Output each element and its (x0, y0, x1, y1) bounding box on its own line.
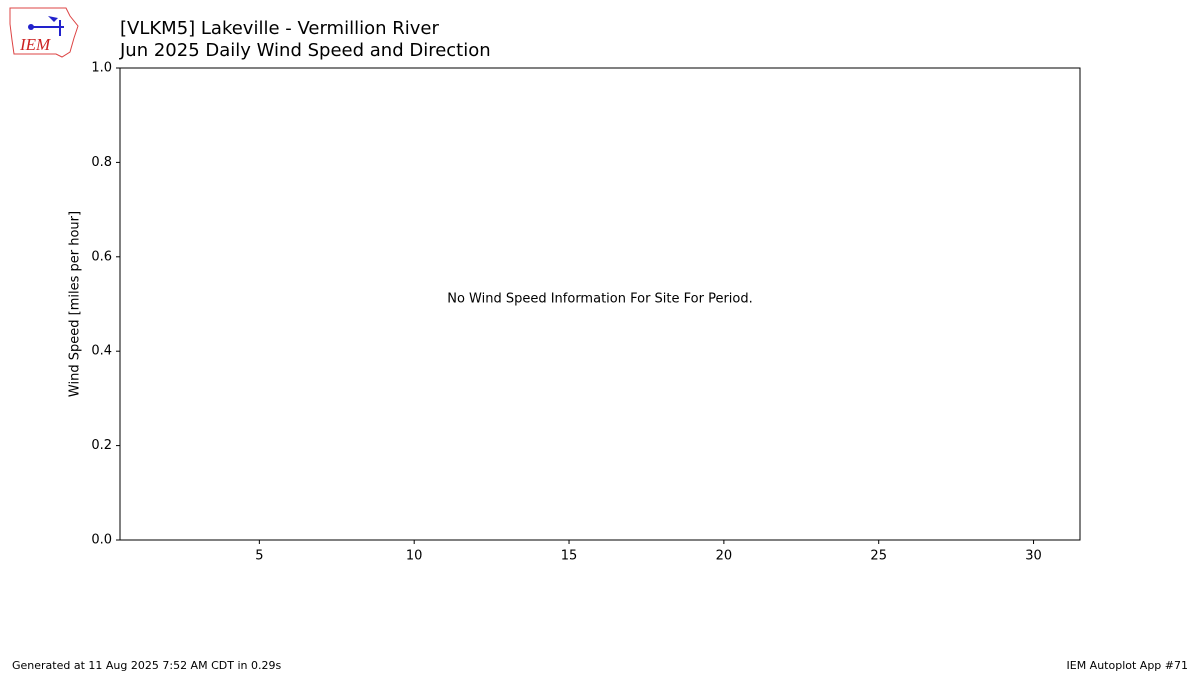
plot-frame (119, 67, 1081, 541)
x-tick-label: 10 (406, 549, 423, 564)
y-tick-label: 0.6 (91, 249, 112, 264)
x-tick-label: 5 (255, 549, 263, 564)
footer-left: Generated at 11 Aug 2025 7:52 AM CDT in … (12, 659, 281, 672)
y-axis-label: Wind Speed [miles per hour] (68, 211, 83, 397)
logo: IEM (9, 7, 79, 58)
y-tick-label: 0.2 (91, 438, 112, 453)
x-tick-label: 25 (870, 549, 887, 564)
chart-title: [VLKM5] Lakeville - Vermillion River (120, 18, 439, 39)
x-tick-label: 20 (716, 549, 733, 564)
logo-icon (28, 24, 34, 30)
logo-icon (48, 16, 58, 22)
y-tick-label: 0.0 (91, 533, 112, 548)
y-tick-label: 0.4 (91, 344, 112, 359)
y-tick-label: 1.0 (91, 61, 112, 76)
x-tick-label: 30 (1025, 549, 1042, 564)
y-tick-label: 0.8 (91, 155, 112, 170)
x-tick-label: 15 (561, 549, 578, 564)
footer-right: IEM Autoplot App #71 (1067, 659, 1189, 672)
chart-subtitle: Jun 2025 Daily Wind Speed and Direction (119, 40, 491, 61)
annotation: No Wind Speed Information For Site For P… (447, 292, 753, 307)
logo-outline (9, 7, 79, 58)
logo-text: IEM (19, 35, 51, 54)
